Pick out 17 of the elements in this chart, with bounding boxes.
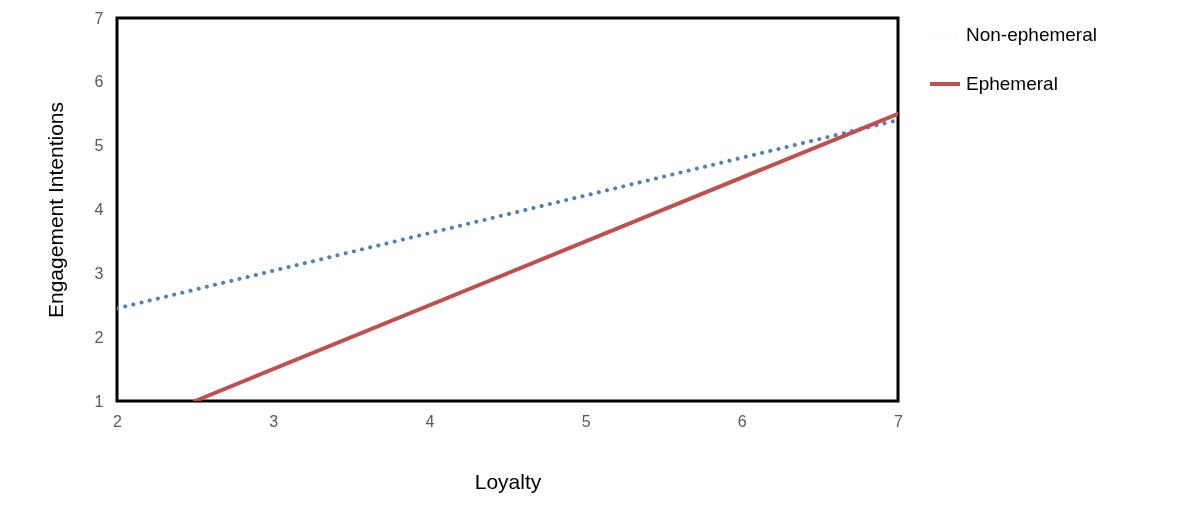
x-tick-label: 3 bbox=[269, 412, 279, 430]
x-axis-title: Loyalty bbox=[474, 469, 542, 493]
y-tick-label: 2 bbox=[94, 328, 104, 346]
y-axis-title: Engagement Intentions bbox=[43, 102, 67, 318]
y-tick-label: 5 bbox=[94, 137, 104, 155]
x-tick-label: 5 bbox=[581, 412, 591, 430]
legend-label: Ephemeral bbox=[966, 73, 1058, 94]
y-tick-label: 6 bbox=[94, 73, 104, 91]
x-tick-label: 6 bbox=[737, 412, 747, 430]
x-tick-label: 4 bbox=[425, 412, 435, 430]
y-tick-label: 1 bbox=[94, 392, 104, 410]
y-tick-label: 7 bbox=[94, 9, 104, 27]
legend-label: Non-ephemeral bbox=[966, 24, 1097, 45]
y-tick-label: 4 bbox=[94, 201, 104, 218]
y-tick-label: 3 bbox=[94, 264, 104, 282]
x-tick-label: 7 bbox=[894, 412, 904, 430]
x-tick-label: 2 bbox=[113, 412, 123, 430]
